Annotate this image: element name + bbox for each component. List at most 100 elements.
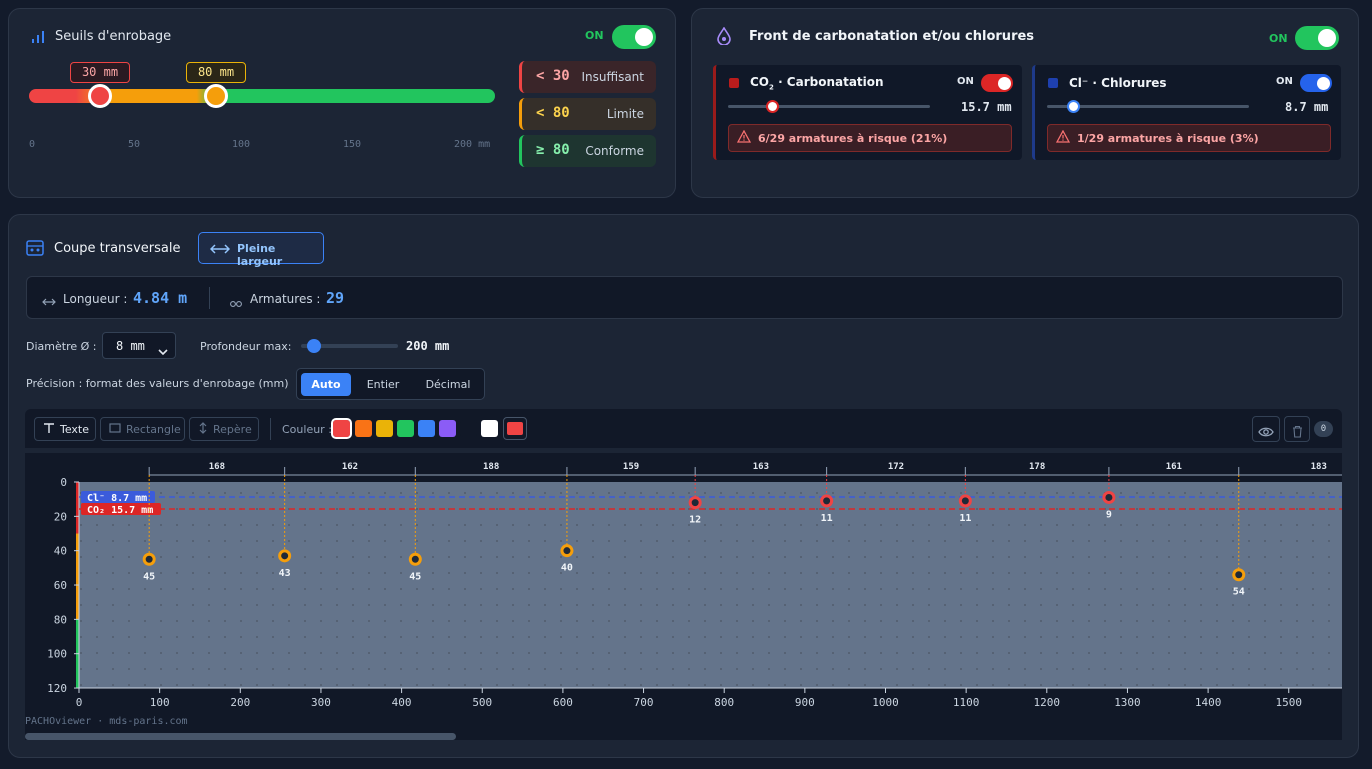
current-color-picker[interactable] xyxy=(503,417,527,440)
co2-slider-track[interactable] xyxy=(728,105,930,108)
bars-value: 29 xyxy=(326,289,345,307)
co2-slider-handle[interactable] xyxy=(766,100,779,113)
threshold-slider-track[interactable] xyxy=(29,89,495,103)
length-label: Longueur : xyxy=(63,292,128,306)
co2-card: CO2 · Carbonatation ON 15.7 mm 6/29 arma… xyxy=(713,65,1022,160)
spacing-label-8: 183 xyxy=(1311,462,1327,472)
rebar-1 xyxy=(278,549,292,563)
y-tick-label-3: 60 xyxy=(54,579,67,592)
precision-integer[interactable]: Entier xyxy=(366,378,400,391)
co2-value: 15.7 mm xyxy=(961,100,1012,114)
rectangle-tool-button[interactable]: Rectangle xyxy=(100,417,185,441)
section-title: Coupe transversale xyxy=(54,241,181,256)
x-tick-label-0: 0 xyxy=(76,696,83,709)
length-value: 4.84 m xyxy=(133,289,188,307)
y-tick-label-4: 80 xyxy=(54,613,67,626)
x-tick-label-13: 1300 xyxy=(1114,696,1141,709)
level-compliant: ≥ 80 Conforme xyxy=(519,135,656,167)
depth-value: 200 mm xyxy=(406,339,450,353)
horizontal-scrollbar[interactable] xyxy=(25,733,456,740)
x-tick-label-10: 1000 xyxy=(872,696,899,709)
spacing-label-3: 159 xyxy=(623,462,639,472)
marker-tool-button[interactable]: Repère xyxy=(189,417,259,441)
rebar-5 xyxy=(820,494,834,508)
annotation-count: 0 xyxy=(1314,421,1333,437)
cl-value: 8.7 mm xyxy=(1285,100,1329,114)
rebar-label-0: 45 xyxy=(143,571,155,582)
arrows-horizontal-icon xyxy=(209,241,231,260)
threshold-strip-0 xyxy=(76,482,79,534)
depth-slider-track[interactable] xyxy=(301,344,398,348)
y-tick-label-2: 40 xyxy=(54,545,67,558)
info-bar: Longueur : 4.84 m Armatures : 29 xyxy=(26,276,1343,319)
spacing-label-6: 178 xyxy=(1029,462,1045,472)
rebar-label-4: 12 xyxy=(689,515,701,526)
annotation-toolbar xyxy=(25,409,1342,448)
delete-button[interactable] xyxy=(1284,416,1310,442)
watermark: PACHOviewer · mds-paris.com xyxy=(25,716,188,727)
cl-slider-track[interactable] xyxy=(1047,105,1249,108)
y-tick-label-1: 20 xyxy=(54,510,67,523)
depth-slider-handle[interactable] xyxy=(307,339,321,353)
precision-auto[interactable]: Auto xyxy=(301,373,351,396)
x-tick-label-1: 100 xyxy=(150,696,170,709)
diameter-label: Diamètre Ø : xyxy=(26,340,97,353)
trash-icon xyxy=(1292,423,1303,442)
diameter-select[interactable]: 8 mm xyxy=(102,332,176,359)
level-limit: < 80 Limite xyxy=(519,98,656,130)
color-swatch-blue[interactable] xyxy=(418,420,435,437)
rebar-2 xyxy=(408,552,422,566)
x-tick-label-2: 200 xyxy=(230,696,250,709)
front-line-badge-0 xyxy=(81,490,155,503)
text-tool-button[interactable]: Texte xyxy=(34,417,96,441)
cl-slider-handle[interactable] xyxy=(1067,100,1080,113)
precision-decimal[interactable]: Décimal xyxy=(425,378,471,391)
chevron-down-icon xyxy=(158,341,168,360)
x-tick-label-12: 1200 xyxy=(1034,696,1061,709)
thresholds-title: Seuils d'enrobage xyxy=(55,29,172,44)
front-panel: Front de carbonatation et/ou chlorures O… xyxy=(691,8,1359,198)
x-tick-label-4: 400 xyxy=(392,696,412,709)
vertical-arrows-icon xyxy=(198,421,208,437)
color-swatch-purple[interactable] xyxy=(439,420,456,437)
front-line-label-0: Cl⁻ 8.7 mm xyxy=(87,493,147,504)
thresholds-toggle-label: ON xyxy=(585,29,604,42)
color-swatch-yellow[interactable] xyxy=(376,420,393,437)
warning-icon xyxy=(736,129,752,146)
rebar-label-5: 11 xyxy=(821,513,833,524)
ruler-icon xyxy=(42,292,56,311)
precision-label: Précision : format des valeurs d'enrobag… xyxy=(26,377,289,390)
cl-toggle[interactable] xyxy=(1300,74,1332,92)
x-tick-label-14: 1400 xyxy=(1195,696,1222,709)
color-swatch-green[interactable] xyxy=(397,420,414,437)
low-threshold-handle[interactable] xyxy=(88,84,112,108)
warning-icon xyxy=(1055,129,1071,146)
thresholds-toggle[interactable] xyxy=(612,25,656,49)
color-swatch-red[interactable] xyxy=(331,418,352,439)
x-tick-label-11: 1100 xyxy=(953,696,980,709)
thresholds-panel: Seuils d'enrobage ON 30 mm 80 mm 0 50 10… xyxy=(8,8,676,198)
cl-color-square xyxy=(1048,78,1058,88)
info-divider xyxy=(209,287,210,309)
spacing-label-2: 188 xyxy=(483,462,499,472)
x-tick-label-15: 1500 xyxy=(1276,696,1303,709)
color-swatch-white[interactable] xyxy=(481,420,498,437)
spacing-label-1: 162 xyxy=(342,462,358,472)
front-line-label-1: CO₂ 15.7 mm xyxy=(87,505,153,516)
color-swatch-orange[interactable] xyxy=(355,420,372,437)
co2-risk-alert: 6/29 armatures à risque (21%) xyxy=(728,124,1012,152)
color-swatch-black[interactable] xyxy=(460,420,477,437)
droplet-icon xyxy=(716,26,732,49)
rebar-label-3: 40 xyxy=(561,563,573,574)
front-toggle[interactable] xyxy=(1295,26,1339,50)
full-width-button[interactable]: Pleine largeur xyxy=(198,232,324,268)
co2-toggle[interactable] xyxy=(981,74,1013,92)
front-title: Front de carbonatation et/ou chlorures xyxy=(749,29,1035,44)
bars-label: Armatures : xyxy=(250,292,321,306)
cl-risk-alert: 1/29 armatures à risque (3%) xyxy=(1047,124,1331,152)
rebar-6 xyxy=(958,494,972,508)
rebar-4 xyxy=(688,496,702,510)
mid-threshold-handle[interactable] xyxy=(204,84,228,108)
rebar-label-6: 11 xyxy=(959,513,971,524)
visibility-button[interactable] xyxy=(1252,416,1280,442)
